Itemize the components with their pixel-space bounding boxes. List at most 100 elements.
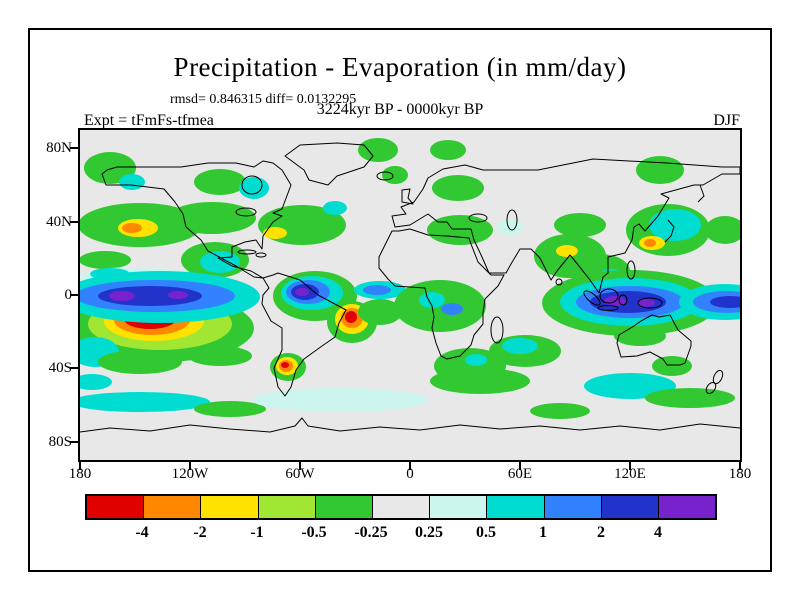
anomaly-blob [84,152,136,184]
x-tick [79,462,81,470]
season-label: DJF [713,112,740,129]
x-tick [629,462,631,470]
coastlines [80,142,740,433]
anomaly-blob [345,311,357,323]
coast-antarctica [80,417,740,433]
anomaly-blob [441,303,463,315]
coast-greenland [284,142,374,186]
coast-sulawesi [618,294,628,306]
colorbar-label: 0.5 [476,524,496,541]
anomaly-blob [645,388,735,408]
anomaly-blob [252,388,428,412]
coast-japan [664,219,675,243]
colorbar-label: -0.25 [354,524,388,541]
lon-tick-label: 180 [68,466,92,482]
coast-java [597,305,619,311]
anomaly-blob [109,291,135,301]
coast-africa [378,228,505,360]
anomaly-blob [644,239,656,247]
anomaly-blob [80,374,112,390]
anomaly-blob [432,175,484,201]
anomaly-blob [652,356,692,376]
anomaly-blob [168,291,188,299]
coast-cuba [237,249,257,255]
coast-great-lakes [235,207,257,217]
anomaly-blob [710,296,740,308]
lon-tick-label: 120E [614,466,646,482]
colorbar-segment [543,496,601,518]
colorbar-segment [143,496,201,518]
colorbar-segment [314,496,372,518]
colorbar-segment [200,496,258,518]
coast-north-america [101,160,292,279]
page-title: Precipitation - Evaporation (in mm/day) [173,52,627,82]
map-plot [80,130,740,460]
anomaly-blob [614,326,666,346]
anomaly-blob [194,401,266,417]
anomaly-blob [705,216,740,244]
coast-kamchatka [697,184,705,203]
anomaly-blob [323,201,347,215]
coast-caspian-sea [506,209,518,231]
y-tick [70,441,78,443]
y-tick [70,221,78,223]
coast-hudson-bay [241,175,263,195]
colorbar-label: -2 [193,524,207,541]
colorbar-label: -4 [135,524,149,541]
colorbar-segment [486,496,544,518]
lon-tick-label: 180 [728,466,752,482]
colorbar-segment [600,496,658,518]
lat-tick-label: 80S [48,434,72,450]
anomaly-blob [649,209,701,241]
colorbar-label: -0.5 [301,524,327,541]
lat-tick-label: 0 [64,287,73,303]
coast-black-sea [468,213,488,223]
lat-tick-label: 40N [46,214,72,230]
x-tick [519,462,521,470]
coast-australia [616,314,692,366]
lon-tick-label: 60E [507,466,533,482]
period-text: 3224kyr BP - 0000kyr BP [316,101,484,118]
anomaly-blob [358,138,398,162]
y-tick [70,147,78,149]
anomaly-blob [281,362,289,368]
experiment-label: Expt = tFmFs-tfmea [84,112,214,129]
coast-philippines [626,260,636,280]
lon-tick-label: 60W [285,466,315,482]
lon-tick-label: 0 [406,466,414,482]
x-tick [189,462,191,470]
y-tick [70,367,78,369]
colorbar-label: -1 [250,524,264,541]
coast-south-america [261,272,347,397]
anomaly-blob [554,213,606,237]
x-tick [299,462,301,470]
figure-border [28,28,772,572]
coast-sri-lanka [555,278,563,286]
anomaly-blob [530,403,590,419]
colorbar-segment [257,496,315,518]
coast-new-zealand-south [705,382,717,394]
anomaly-blob [194,169,246,195]
colorbar-label: 4 [654,524,662,541]
coast-borneo [599,288,619,304]
anomaly-blob [430,140,466,160]
coast-madagascar [490,316,504,344]
lat-tick-label: 40S [48,360,72,376]
lon-tick-label: 120W [171,466,209,482]
coast-new-guinea [637,297,663,309]
x-tick [409,462,411,470]
coast-sumatra [583,290,601,306]
coast-hispaniola [255,252,267,258]
colorbar-segment [371,496,430,518]
colorbar-segment [87,496,144,518]
anomaly-blob [98,350,182,374]
anomaly-blob [200,251,240,273]
colorbar-label: 2 [597,524,605,541]
anomaly-blob [363,285,391,295]
anomaly-blob [465,354,487,366]
coast-eurasia [391,158,740,294]
colorbar-segment [657,496,716,518]
coast-iceland [376,171,394,181]
anomaly-blob [98,286,202,306]
map-frame [78,128,742,462]
